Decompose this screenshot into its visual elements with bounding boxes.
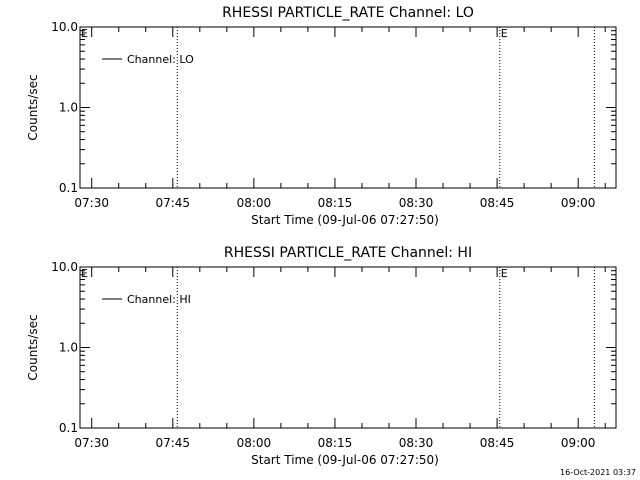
panel-2-y-tick-label: 10.0 — [51, 260, 78, 274]
panel-2-event-flag: E — [501, 267, 508, 280]
panel-1-x-tick-label: 09:00 — [561, 196, 596, 210]
panel-2-y-tick-label: 0.1 — [59, 421, 78, 435]
panel-1-left-flag: E — [81, 27, 88, 40]
panel-2-chart-title: RHESSI PARTICLE_RATE Channel: HI — [224, 245, 472, 261]
panel-2-x-tick-label: 08:00 — [237, 436, 272, 450]
panel-1-y-tick-label: 10.0 — [51, 20, 78, 34]
panel-2-legend-label: Channel: HI — [127, 293, 191, 306]
panel-2-x-tick-label: 08:30 — [399, 436, 434, 450]
panel-2-left-flag: E — [81, 267, 88, 280]
panel-1-x-tick-label: 08:30 — [399, 196, 434, 210]
panel-1-x-tick-label: 08:45 — [480, 196, 515, 210]
panel-2-y-axis-label: Counts/sec — [26, 314, 40, 380]
panel-2-x-tick-label: 08:15 — [318, 436, 353, 450]
panel-1-x-tick-label: 07:30 — [74, 196, 109, 210]
panel-1-x-tick-label: 08:15 — [318, 196, 353, 210]
panel-1-chart-title: RHESSI PARTICLE_RATE Channel: LO — [222, 5, 474, 21]
panel-1-y-axis-label: Counts/sec — [26, 74, 40, 140]
panel-1-x-tick-label: 07:45 — [155, 196, 190, 210]
panel-1-legend-label: Channel: LO — [127, 53, 194, 66]
panel-2-x-tick-label: 09:00 — [561, 436, 596, 450]
panel-2-x-tick-label: 07:45 — [155, 436, 190, 450]
panel-1-event-flag: E — [501, 27, 508, 40]
panel-1-x-tick-label: 08:00 — [237, 196, 272, 210]
panel-1-y-tick-label: 0.1 — [59, 181, 78, 195]
panel-1-plot-frame — [79, 26, 617, 189]
panel-2-x-tick-label: 07:30 — [74, 436, 109, 450]
panel-2-y-tick-label: 1.0 — [59, 341, 78, 355]
panel-1-x-axis-label: Start Time (09-Jul-06 07:27:50) — [251, 213, 439, 227]
panel-2-x-tick-label: 08:45 — [480, 436, 515, 450]
panel-2-x-axis-label: Start Time (09-Jul-06 07:27:50) — [251, 453, 439, 467]
panel-1-y-tick-label: 1.0 — [59, 101, 78, 115]
panel-2-plot-frame — [79, 266, 617, 429]
footer-timestamp: 16-Oct-2021 03:37 — [560, 468, 636, 477]
